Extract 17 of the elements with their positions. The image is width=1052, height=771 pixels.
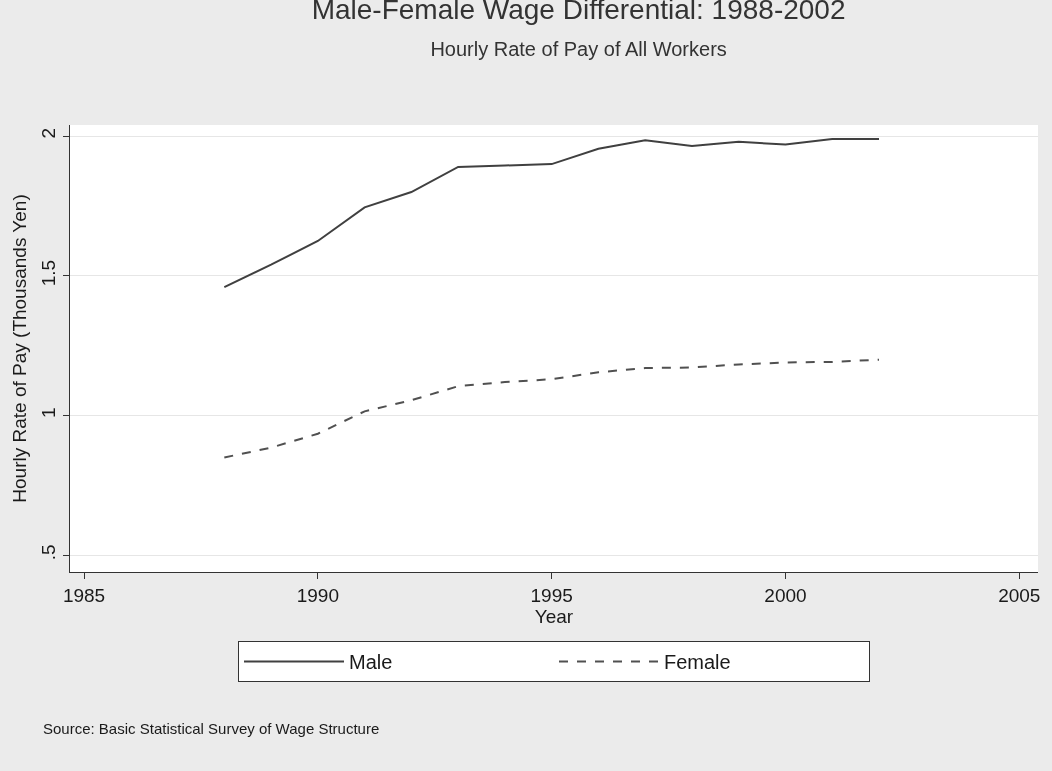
legend-label: Male <box>349 651 393 674</box>
source-note: Source: Basic Statistical Survey of Wage Structure <box>43 720 380 737</box>
x-tick-label: 1990 <box>296 584 339 606</box>
y-tick-label: .5 <box>38 544 60 561</box>
legend-label: Female <box>664 651 731 674</box>
x-axis-title: Year <box>534 605 574 627</box>
y-tick-label: 1 <box>38 407 60 418</box>
x-tick-label: 1985 <box>62 584 106 606</box>
x-tick-label: 2005 <box>998 584 1041 606</box>
chart-subtitle: Hourly Rate of Pay of All Workers <box>430 37 727 60</box>
y-axis-title: Hourly Rate of Pay (Thousands Yen) <box>9 194 31 503</box>
line-series <box>223 358 880 459</box>
y-tick-label: 2 <box>38 128 60 139</box>
x-tick-label: 2000 <box>764 584 807 606</box>
y-tick-label: 1.5 <box>38 259 60 287</box>
x-tick-label: 1995 <box>530 584 573 606</box>
line-series <box>223 137 880 289</box>
